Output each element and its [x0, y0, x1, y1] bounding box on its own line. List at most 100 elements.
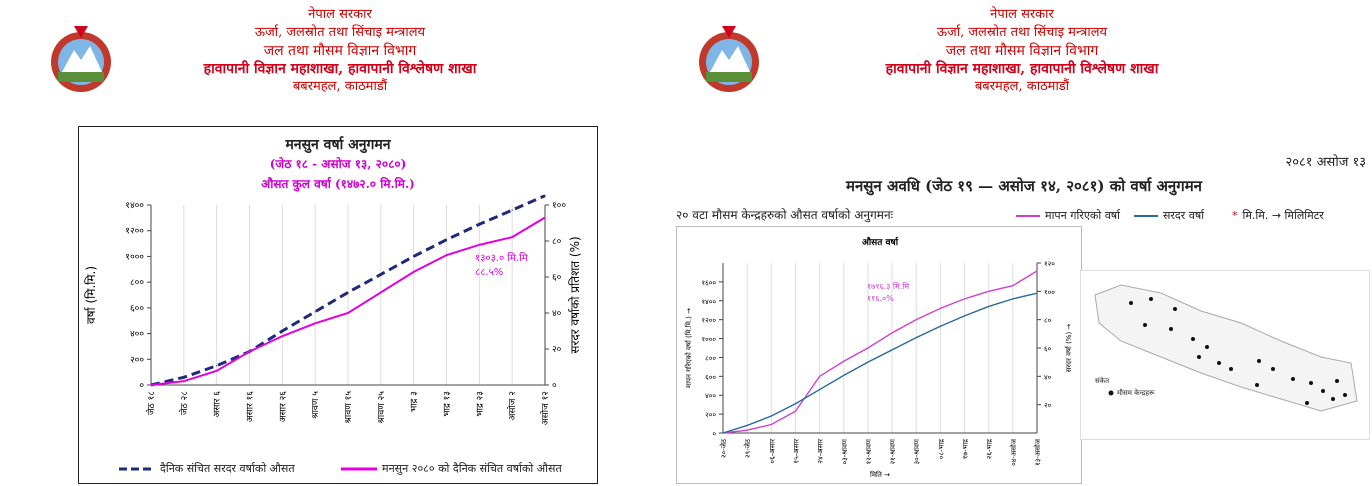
series-point-0: [843, 360, 845, 362]
chart-title: औसत वर्षा: [862, 236, 899, 248]
y-tick-label: १४००: [701, 298, 716, 306]
x-tick-label: १३-असोज: [1033, 438, 1042, 466]
series-point-1: [988, 305, 990, 308]
x-tick-label: जेठ १८: [145, 391, 157, 415]
y2-tick-label: ४०: [1044, 373, 1052, 381]
x-tick-label: १७-भाद्र: [962, 439, 970, 460]
y-tick-label: ०: [712, 430, 716, 438]
y-axis-label: मापन गरिएको वर्षा (मि.मि.) →: [684, 308, 693, 388]
y2-tick-label: ८०: [1044, 317, 1052, 325]
left-chart-subtitle2: औसत कुल वर्षा (१४७२.० मि.मि.): [261, 177, 415, 191]
x-tick-label: भाद्र ३: [410, 391, 420, 412]
series-point-1: [478, 244, 480, 246]
y-tick-label: ०: [139, 381, 144, 391]
left-legend-normal-label: दैनिक संचित सरदर वर्षाको औसत: [160, 462, 295, 475]
left-header: नेपाल सरकार ऊर्जा, जलस्रोत तथा सिंचाइ मन…: [170, 6, 510, 96]
y2-tick-label: ८०: [552, 237, 562, 247]
x-tick-label: श्रावण ५: [311, 391, 321, 419]
x-tick-label: ०३-श्रावण: [841, 438, 849, 464]
nepal-map-icon: [1094, 284, 1358, 412]
series-line-0: [722, 270, 1038, 434]
x-tick-label: असार २६: [278, 391, 288, 423]
series-point-1: [915, 337, 917, 339]
series-point-0: [746, 429, 748, 431]
series-point-1: [248, 350, 251, 353]
annotation-percent: ८८.५%: [475, 267, 503, 278]
legend-line-icon: [1016, 214, 1040, 217]
map-legend-title: संकेत: [1095, 377, 1110, 385]
x-tick-label: ३०-श्रावण: [913, 438, 921, 464]
series-point-1: [867, 361, 869, 363]
series-point-0: [445, 239, 448, 241]
y-tick-label: १६००: [701, 279, 716, 287]
header-line5: बबरमहल, काठमाडौं: [292, 79, 388, 94]
left-legend-normal: दैनिक संचित सरदर वर्षाको औसत: [119, 461, 295, 476]
header-line5: बबरमहल, काठमाडौं: [974, 79, 1070, 94]
x-tick-label: ०४-असोज: [1009, 438, 1018, 466]
series-point-1: [819, 388, 821, 391]
header-line3: जल तथा मौसम विज्ञान विभाग: [263, 43, 417, 59]
series-point-0: [281, 330, 283, 332]
right-legend-normal: सरदर वर्षा: [1134, 208, 1204, 223]
series-point-0: [347, 291, 349, 294]
right-chart-svg: ० २०० ४०० ६०० ८०० १००० १२०० १४०० १६०० २० ४० ६० ८० १००…: [684, 236, 1073, 479]
left-panel: नेपाल सरकार ऊर्जा, जलस्रोत तथा सिंचाइ मन…: [0, 0, 640, 486]
y-tick-label: १०००: [125, 252, 144, 262]
series-point-0: [963, 298, 966, 300]
right-legend-unit: * मि.मि. → मिलिमिटर: [1232, 208, 1324, 223]
right-header: नेपाल सरकार ऊर्जा, जलस्रोत तथा सिंचाइ मन…: [852, 6, 1192, 96]
series-point-0: [819, 375, 821, 377]
y-tick-label: १०००: [701, 336, 716, 344]
series-point-1: [445, 254, 448, 256]
x-tick-label: असोज १२: [539, 391, 551, 426]
legend-line-icon: [1134, 214, 1158, 217]
series-point-1: [183, 380, 185, 382]
nepal-emblem-icon: [51, 26, 111, 92]
y-tick-label: ८००: [130, 278, 144, 288]
series-point-1: [314, 322, 316, 324]
series-point-0: [891, 332, 893, 334]
annotation-value: १३०३.० मि.मि: [475, 252, 529, 264]
header-line2: ऊर्जा, जलस्रोत तथा सिंचाइ मन्त्रालय: [254, 25, 426, 40]
series-point-0: [867, 347, 869, 349]
y-tick-label: १४००: [125, 201, 144, 211]
annotation-percent: ११६.०%: [867, 294, 894, 303]
y-tick-label: २००: [130, 355, 144, 365]
right-chart-box: ० २०० ४०० ६०० ८०० १००० १२०० १४०० १६०० २० ४० ६० ८० १००…: [676, 226, 1082, 484]
series-point-1: [770, 415, 772, 417]
series-point-1: [150, 384, 152, 386]
series-point-1: [722, 432, 724, 434]
y-axis-label: वर्षा (मि.मि.): [84, 266, 98, 324]
y2-axis-label: सरदर वर्षाको प्रतिशत (%): [568, 236, 582, 353]
left-chart-title: मनसुन वर्षा अनुगमन: [285, 137, 391, 153]
x-tick-label: भाद्र १३: [443, 391, 453, 417]
series-point-0: [413, 255, 415, 258]
right-legend-measured: मापन गरिएको वर्षा: [1016, 208, 1120, 223]
header-line1: नेपाल सरकार: [308, 7, 372, 22]
y-tick-label: ६००: [705, 373, 716, 381]
header-line3: जल तथा मौसम विज्ञान विभाग: [945, 43, 1099, 59]
left-chart-svg: ० २०० ४०० ६०० ८०० १००० १२०० १४०० ० २० ४० ६० ८० १०० जेठ…: [84, 194, 582, 426]
series-point-0: [216, 365, 218, 367]
x-tick-label: जेठ २८: [178, 391, 190, 415]
y-tick-label: २००: [705, 411, 716, 419]
y-tick-label: ६००: [130, 304, 144, 314]
series-point-0: [511, 209, 513, 211]
y-tick-label: १२००: [701, 317, 716, 325]
left-chart-box: मनसुन वर्षा अनुगमन (जेठ १८ - असोज १३, २०…: [78, 126, 598, 484]
y2-tick-label: ४०: [552, 309, 562, 319]
series-point-0: [380, 273, 382, 276]
x-tick-label: असार ६: [213, 391, 223, 418]
series-point-1: [843, 374, 845, 376]
y2-tick-label: २०: [1044, 402, 1052, 410]
header-line1: नेपाल सरकार: [990, 7, 1054, 22]
x-tick-label: २६-भाद्र: [986, 439, 994, 460]
y-tick-label: १२००: [125, 227, 144, 237]
right-subtitle: २० वटा मौसम केन्द्रहरुको औसत वर्षाको अनु…: [676, 208, 894, 222]
right-legend-unit-label: मि.मि. → मिलिमिटर: [1242, 209, 1324, 222]
y2-axis-label: सरदर वर्षा (%) →: [1064, 324, 1073, 373]
x-tick-label: असार १६: [246, 391, 256, 423]
report-date: २०८१ असोज १३: [1285, 155, 1366, 170]
x-tick-label: १५-असार: [792, 439, 800, 464]
right-panel: नेपाल सरकार ऊर्जा, जलस्रोत तथा सिंचाइ मन…: [676, 0, 1372, 486]
